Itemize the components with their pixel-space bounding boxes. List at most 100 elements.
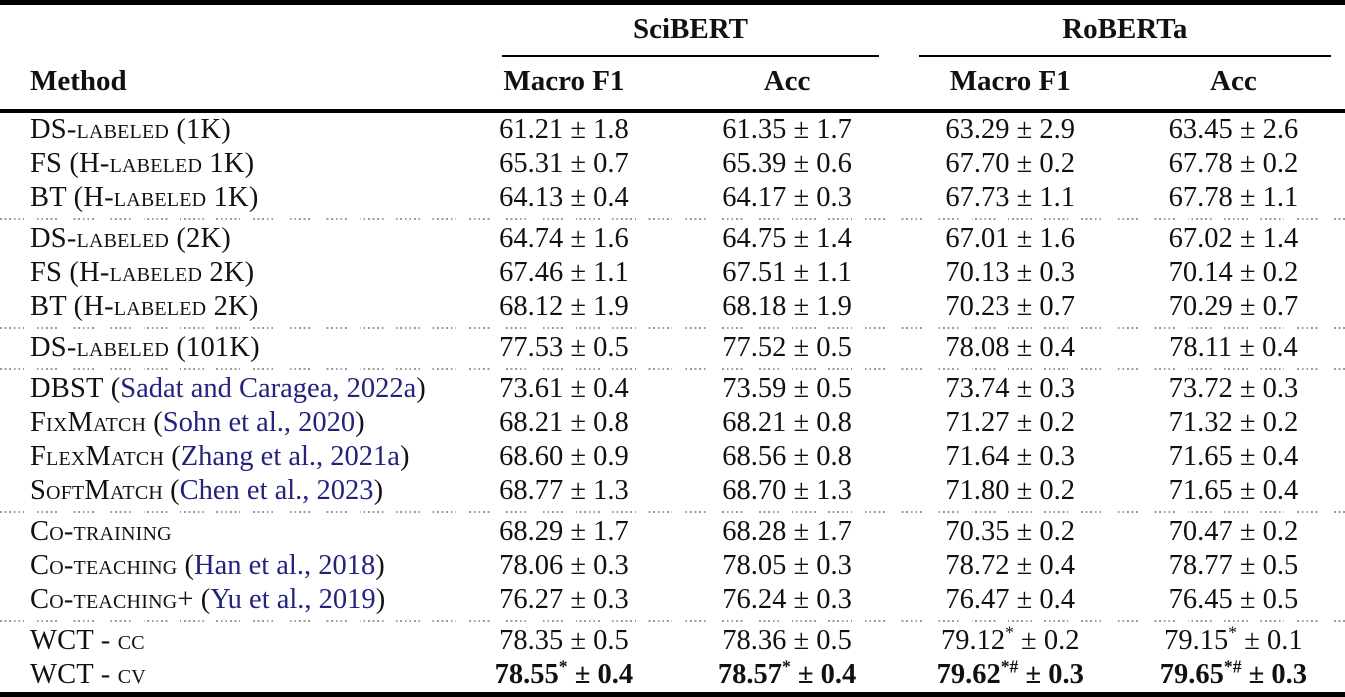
metric-cell: 68.21 ± 0.8 <box>499 407 629 438</box>
method-name: DS-labeled (101K) <box>30 332 260 363</box>
table-row: Co-teaching+ (Yu et al., 2019) 76.27 ± 0… <box>0 583 1345 617</box>
table-row: SoftMatch (Chen et al., 2023) 68.77 ± 1.… <box>0 474 1345 508</box>
method-name: FS (H-labeled 1K) <box>30 148 255 179</box>
table-row: BT (H-labeled 1K) 64.13 ± 0.4 64.17 ± 0.… <box>0 181 1345 215</box>
metric-cell: 67.78 ± 1.1 <box>1168 182 1299 213</box>
metric-cell: 63.45 ± 2.6 <box>1168 114 1299 145</box>
metric-cell: 71.65 ± 0.4 <box>1168 475 1299 506</box>
metric-cell: 61.35 ± 1.7 <box>722 114 852 145</box>
table-row: DS-labeled (1K) 61.21 ± 1.8 61.35 ± 1.7 … <box>0 111 1345 147</box>
method-group-spacer <box>0 3 452 58</box>
method-cell: Co-training <box>0 515 452 549</box>
table-row: WCT - cc 78.35 ± 0.5 78.36 ± 0.5 79.12* … <box>0 624 1345 658</box>
table-row: FlexMatch (Zhang et al., 2021a) 68.60 ± … <box>0 440 1345 474</box>
metric-cell: 73.59 ± 0.5 <box>722 373 852 404</box>
metric-cell: 71.65 ± 0.4 <box>1168 441 1299 472</box>
metric-cell: 78.05 ± 0.3 <box>722 550 852 581</box>
metric-cell: 70.23 ± 0.7 <box>945 291 1076 322</box>
metric-cell: 61.21 ± 1.8 <box>499 114 629 145</box>
method-cell: FS (H-labeled 2K) <box>0 256 452 290</box>
metric-cell: 67.01 ± 1.6 <box>945 223 1076 254</box>
metric-cell: 67.73 ± 1.1 <box>945 182 1076 213</box>
metric-cell: 71.27 ± 0.2 <box>945 407 1076 438</box>
method-name: DS-labeled (2K) <box>30 223 231 254</box>
section-divider <box>0 324 1345 331</box>
table-row: DBST (Sadat and Caragea, 2022a) 73.61 ± … <box>0 372 1345 406</box>
method-name: SoftMatch <box>30 475 164 506</box>
metric-cell: 76.24 ± 0.3 <box>722 584 852 615</box>
section-divider <box>0 508 1345 515</box>
method-name: Co-teaching <box>30 550 178 581</box>
section-divider <box>0 365 1345 372</box>
method-name: BT (H-labeled 1K) <box>30 182 259 213</box>
metric-cell: 68.18 ± 1.9 <box>722 291 852 322</box>
metric-cell: 64.13 ± 0.4 <box>499 182 629 213</box>
group-label-scibert: SciBERT <box>632 13 748 45</box>
method-cell: SoftMatch (Chen et al., 2023) <box>0 474 452 508</box>
metric-cell: 71.80 ± 0.2 <box>945 475 1076 506</box>
table-row: Co-training 68.29 ± 1.7 68.28 ± 1.7 70.3… <box>0 515 1345 549</box>
citation-link[interactable]: Zhang et al., 2021a <box>180 441 400 472</box>
method-name: WCT - cv <box>30 659 146 690</box>
citation-link[interactable]: Han et al., 2018 <box>193 550 376 581</box>
table-row: Co-teaching (Han et al., 2018) 78.06 ± 0… <box>0 549 1345 583</box>
method-cell: DBST (Sadat and Caragea, 2022a) <box>0 372 452 406</box>
table-row: DS-labeled (101K) 77.53 ± 0.5 77.52 ± 0.… <box>0 331 1345 365</box>
metric-cell: 79.12* ± 0.2 <box>940 622 1080 656</box>
method-citation: (Sohn et al., 2020) <box>146 407 365 438</box>
significance-marker: * <box>1005 622 1014 643</box>
metric-cell: 63.29 ± 2.9 <box>945 114 1076 145</box>
model-group-row: SciBERT RoBERTa <box>0 3 1345 58</box>
metric-cell: 67.46 ± 1.1 <box>499 257 629 288</box>
section-divider <box>0 215 1345 222</box>
metric-cell: 64.74 ± 1.6 <box>499 223 629 254</box>
table-row: FS (H-labeled 2K) 67.46 ± 1.1 67.51 ± 1.… <box>0 256 1345 290</box>
table-row: DS-labeled (2K) 64.74 ± 1.6 64.75 ± 1.4 … <box>0 222 1345 256</box>
metric-cell: 76.45 ± 0.5 <box>1168 584 1299 615</box>
metric-cell: 64.17 ± 0.3 <box>722 182 852 213</box>
metric-header-row: Method Macro F1 Acc Macro F1 Acc <box>0 57 1345 113</box>
roberta-macro-f1-header: Macro F1 <box>898 57 1122 113</box>
group-label-roberta: RoBERTa <box>1062 13 1188 45</box>
metric-cell: 68.29 ± 1.7 <box>499 516 629 547</box>
metric-cell: 78.08 ± 0.4 <box>945 332 1076 363</box>
table-row: BT (H-labeled 2K) 68.12 ± 1.9 68.18 ± 1.… <box>0 290 1345 324</box>
metric-cell: 78.57* ± 0.4 <box>717 656 857 690</box>
metric-cell: 70.13 ± 0.3 <box>945 257 1076 288</box>
metric-cell: 67.51 ± 1.1 <box>722 257 852 288</box>
method-name: DBST <box>30 373 104 404</box>
method-cell: WCT - cc <box>0 624 452 658</box>
method-name: Co-training <box>30 516 172 547</box>
group-header-roberta: RoBERTa <box>899 3 1345 57</box>
metric-cell: 70.29 ± 0.7 <box>1168 291 1299 322</box>
table-row: FixMatch (Sohn et al., 2020) 68.21 ± 0.8… <box>0 406 1345 440</box>
metric-cell: 76.27 ± 0.3 <box>499 584 629 615</box>
metric-cell: 78.72 ± 0.4 <box>945 550 1076 581</box>
method-citation: (Yu et al., 2019) <box>193 584 386 615</box>
metric-cell: 77.52 ± 0.5 <box>722 332 852 363</box>
citation-link[interactable]: Chen et al., 2023 <box>179 475 374 506</box>
metric-cell: 78.11 ± 0.4 <box>1169 332 1298 363</box>
method-name: FlexMatch <box>30 441 165 472</box>
metric-cell: 78.77 ± 0.5 <box>1168 550 1299 581</box>
roberta-acc-header: Acc <box>1121 57 1345 113</box>
citation-link[interactable]: Sadat and Caragea, 2022a <box>120 373 417 404</box>
significance-marker: *# <box>1223 656 1242 677</box>
scibert-acc-header: Acc <box>675 57 899 113</box>
metric-cell: 78.55* ± 0.4 <box>494 656 634 690</box>
method-name: WCT - cc <box>30 625 145 656</box>
metric-cell: 68.70 ± 1.3 <box>722 475 852 506</box>
table-header: SciBERT RoBERTa Method Macro F1 Acc Macr… <box>0 3 1345 113</box>
method-citation: (Han et al., 2018) <box>177 550 385 581</box>
significance-marker: * <box>1228 622 1238 643</box>
section-divider <box>0 617 1345 624</box>
group-header-scibert: SciBERT <box>452 3 898 57</box>
citation-link[interactable]: Sohn et al., 2020 <box>162 407 356 438</box>
metric-cell: 79.15* ± 0.1 <box>1164 622 1303 656</box>
metric-cell: 65.39 ± 0.6 <box>722 148 852 179</box>
method-column-header: Method <box>0 57 453 113</box>
metric-cell: 70.35 ± 0.2 <box>945 516 1076 547</box>
citation-link[interactable]: Yu et al., 2019 <box>210 584 376 615</box>
metric-cell: 68.77 ± 1.3 <box>499 475 629 506</box>
significance-marker: * <box>558 656 568 677</box>
